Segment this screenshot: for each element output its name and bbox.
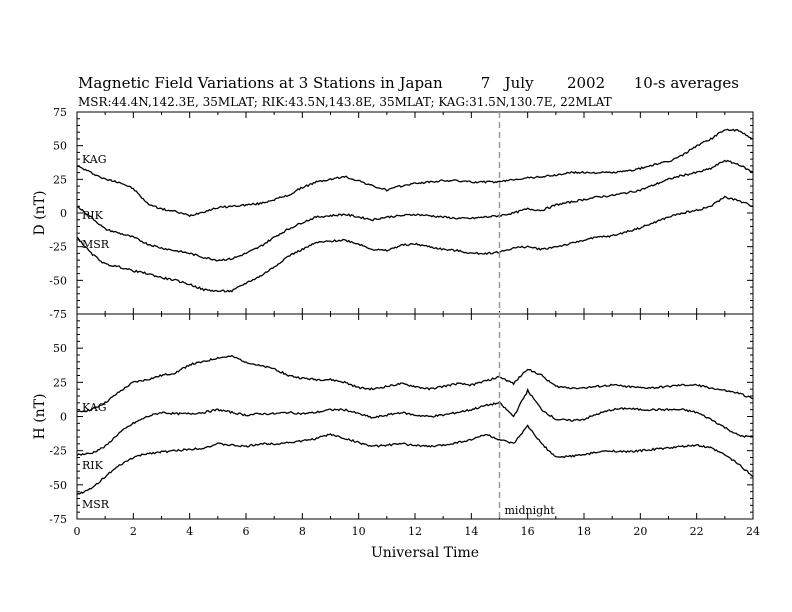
series-line-kag — [76, 354, 754, 413]
x-tick-label: 2 — [130, 525, 137, 538]
x-tick-label: 22 — [690, 525, 704, 538]
series-line-rik — [76, 387, 754, 456]
y-tick-label: 25 — [53, 173, 67, 186]
series-label-kag: KAG — [82, 153, 107, 166]
series-line-kag — [76, 128, 754, 218]
chart-subtitle: MSR:44.4N,142.3E, 35MLAT; RIK:43.5N,143.… — [78, 95, 612, 109]
y-axis-label: H (nT) — [32, 394, 48, 440]
series-label-msr: MSR — [82, 238, 110, 251]
x-tick-label: 18 — [577, 525, 591, 538]
midnight-label: midnight — [505, 504, 556, 517]
plot-frame — [76, 313, 754, 520]
y-tick-label: 75 — [53, 106, 67, 119]
y-tick-label: 50 — [53, 140, 67, 153]
chart-title: Magnetic Field Variations at 3 Stations … — [78, 74, 739, 92]
y-tick-label: 0 — [60, 411, 67, 424]
x-tick-label: 6 — [243, 525, 250, 538]
y-tick-label: -50 — [49, 479, 67, 492]
panel-d-component: 75 50 25 0 -25 -50 -75 D (nT) KAG RIK MSR — [32, 106, 754, 321]
series-line-msr — [76, 424, 754, 496]
series-line-msr — [76, 195, 753, 293]
x-tick-label: 16 — [521, 525, 535, 538]
x-tick-label: 24 — [746, 525, 760, 538]
x-axis-label: Universal Time — [371, 545, 479, 561]
series-label-rik: RIK — [82, 209, 104, 222]
y-tick-label: -50 — [49, 274, 67, 287]
y-tick-label: -75 — [49, 308, 67, 321]
y-tick-label: -75 — [49, 513, 67, 526]
x-tick-label: 10 — [352, 525, 366, 538]
y-tick-label: -25 — [49, 241, 67, 254]
series-label-msr: MSR — [82, 498, 110, 511]
x-tick-label: 12 — [408, 525, 422, 538]
series-label-rik: RIK — [82, 459, 104, 472]
series-line-rik — [76, 159, 754, 262]
series-label-kag: KAG — [82, 401, 107, 414]
x-tick-label: 0 — [74, 525, 81, 538]
y-tick-label: -25 — [49, 445, 67, 458]
x-tick-label: 14 — [464, 525, 478, 538]
y-tick-label: 0 — [60, 207, 67, 220]
y-axis-label: D (nT) — [32, 191, 48, 236]
x-tick-label: 20 — [633, 525, 647, 538]
y-tick-label: 50 — [53, 342, 67, 355]
x-tick-label: 4 — [186, 525, 193, 538]
x-tick-label: 8 — [299, 525, 306, 538]
y-tick-label: 25 — [53, 376, 67, 389]
